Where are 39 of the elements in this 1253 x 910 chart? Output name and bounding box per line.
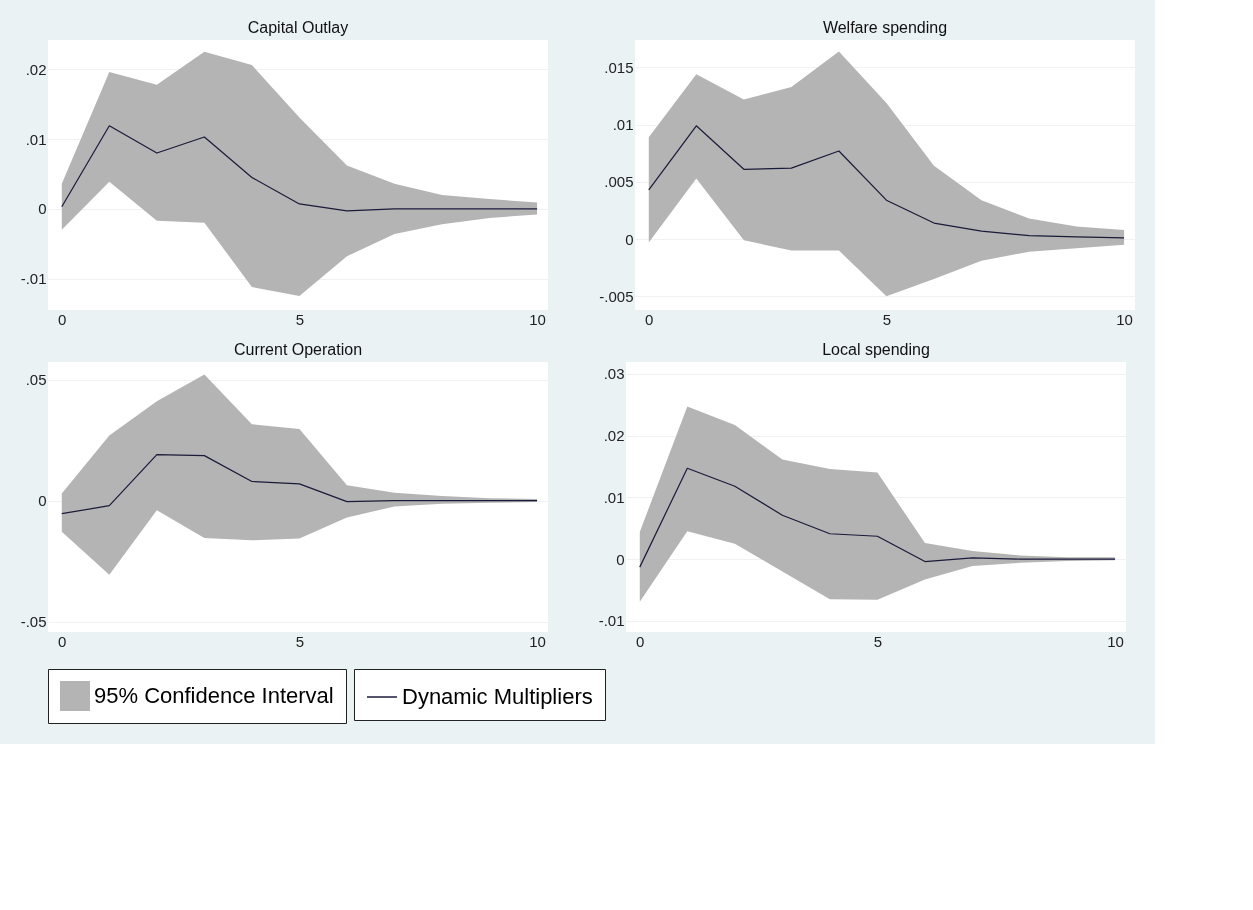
y-tick-label: .01 [25,130,47,148]
y-tick-label: .02 [25,60,47,78]
x-tick-label: 5 [882,310,892,328]
y-tick-label: -.01 [598,612,625,630]
line-series [648,125,1125,239]
x-tick-label: 0 [645,310,654,328]
x-tick-label: 10 [529,632,546,650]
chart-title: Current Operation [233,341,363,358]
x-tick-label: 5 [873,632,883,650]
y-tick-label: -.01 [20,270,47,288]
x-tick-label: 5 [295,310,305,328]
y-tick-label: -.005 [599,287,634,305]
chart-title: Welfare spending [822,19,948,36]
x-tick-label: 10 [529,310,546,328]
y-tick-label: -.05 [20,613,47,631]
y-tick-label: 0 [625,230,634,248]
x-tick-label: 0 [58,632,67,650]
x-tick-label: 0 [636,632,645,650]
line-series [639,467,1116,568]
legend-label: Dynamic Multipliers [402,684,593,709]
y-tick-label: .03 [603,365,625,383]
chart-title: Capital Outlay [247,19,349,36]
y-tick-label: .005 [604,173,634,191]
y-tick-label: .015 [604,58,634,76]
y-tick-label: .02 [603,427,625,445]
chart-title: Local spending [822,341,930,358]
line-series [61,125,538,212]
text: 95% Confidence Interval [94,683,334,708]
y-tick-label: 0 [38,200,47,218]
y-tick-label: 0 [616,550,625,568]
line-series [61,454,538,515]
x-tick-label: 0 [58,310,67,328]
x-tick-label: 10 [1107,632,1124,650]
y-tick-label: .05 [25,371,47,389]
y-tick-label: .01 [612,116,634,134]
x-tick-label: 5 [295,632,305,650]
x-tick-label: 10 [1116,310,1133,328]
y-tick-label: .01 [603,488,625,506]
y-tick-label: 0 [38,492,47,510]
